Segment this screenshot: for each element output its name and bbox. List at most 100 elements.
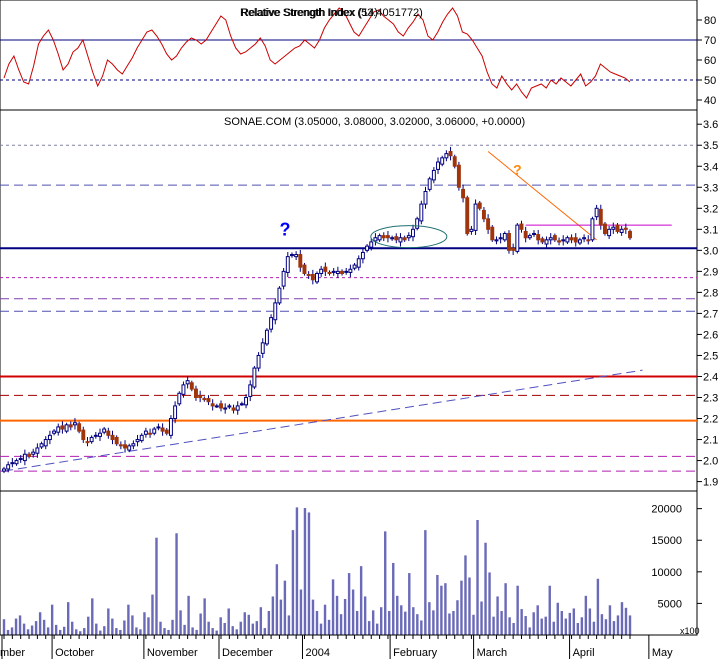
volume-bar	[359, 566, 363, 635]
candle-body	[27, 453, 32, 457]
volume-bar	[259, 607, 263, 635]
candle-body	[10, 462, 15, 465]
volume-bar	[243, 612, 246, 635]
candle-body	[456, 164, 461, 188]
candle-body	[273, 302, 278, 321]
candle-body	[498, 237, 503, 240]
candle-body	[619, 228, 624, 233]
x-axis-label: 2004	[305, 647, 329, 659]
volume-bar	[143, 612, 146, 635]
x-axis-label: March	[477, 647, 508, 659]
x-axis-label: February	[393, 647, 438, 659]
volume-bar	[10, 627, 14, 635]
price-panel	[0, 109, 698, 492]
consolidation-highlight	[370, 225, 448, 249]
volume-bar	[175, 533, 178, 635]
candle-body	[319, 268, 324, 274]
price-tick-label: 2.6	[703, 329, 718, 341]
volume-bar	[50, 604, 54, 635]
volume-bar	[388, 610, 391, 635]
volume-bar	[616, 615, 620, 635]
candle-body	[110, 434, 115, 441]
candle-body	[477, 202, 482, 209]
volume-bar	[520, 609, 523, 635]
volume-tick-label: 20000	[651, 504, 682, 516]
candle-body	[194, 388, 198, 399]
volume-bar	[62, 626, 66, 635]
volume-bar	[251, 623, 254, 635]
volume-tick-label: 5000	[658, 598, 682, 610]
candle-body	[52, 430, 57, 434]
candle-body	[294, 254, 299, 258]
volume-bar	[608, 605, 612, 635]
volume-bar	[223, 622, 226, 635]
volume-bar	[420, 620, 423, 635]
volume-bar	[600, 614, 604, 635]
volume-bar	[476, 520, 479, 635]
volume-bar	[215, 630, 218, 635]
candle-body	[628, 230, 632, 239]
volume-bar	[315, 610, 319, 635]
rsi-tick-label: 80	[704, 15, 716, 27]
volume-bar	[468, 577, 471, 635]
rsi-tick-label: 50	[704, 75, 716, 87]
candle-body	[423, 190, 428, 205]
volume-bar	[155, 537, 158, 635]
question-mark-annotation: ?	[513, 162, 522, 178]
candle-body	[598, 208, 603, 226]
x-axis-label: November	[147, 647, 198, 659]
candle-body	[156, 426, 161, 429]
candle-body	[411, 228, 415, 238]
volume-bar	[159, 621, 162, 635]
candle-body	[68, 424, 73, 428]
candle-body	[623, 227, 628, 230]
volume-bar	[235, 629, 238, 635]
volume-bar	[319, 623, 323, 635]
candle-body	[231, 407, 236, 411]
volume-bar	[195, 629, 198, 635]
price-tick-label: 2.4	[703, 371, 718, 383]
volume-bar	[199, 613, 202, 635]
candle-body	[177, 392, 182, 405]
volume-bar	[436, 574, 439, 635]
price-tick-label: 1.9	[703, 477, 718, 489]
candle-body	[557, 240, 562, 243]
volume-bar	[103, 626, 106, 635]
candle-body	[85, 441, 90, 444]
volume-bar	[544, 616, 547, 635]
candle-body	[98, 432, 102, 437]
candle-body	[173, 405, 178, 420]
x-axis-label: April	[573, 647, 595, 659]
candle-body	[440, 157, 445, 165]
candle-body	[315, 272, 319, 283]
volume-bar	[532, 612, 535, 635]
candle-body	[611, 226, 616, 230]
volume-bar	[412, 607, 415, 635]
volume-bar	[584, 595, 588, 635]
candle-body	[235, 405, 240, 411]
candle-body	[244, 397, 249, 406]
candle-body	[352, 264, 357, 269]
price-layer: ?? 1.9 2.0 2.1 2.2 2.3 2.4 2.5 2.6 2.7 2.8 2.9 3.0 3.…	[0, 119, 718, 489]
candle-body	[365, 245, 370, 251]
candle-body	[118, 444, 123, 447]
candle-body	[306, 274, 311, 277]
volume-bar	[227, 608, 230, 635]
price-tick-label: 2.3	[703, 393, 718, 405]
volume-bar	[536, 605, 539, 635]
candle-body	[185, 380, 190, 385]
candle-body	[252, 367, 257, 388]
candle-body	[507, 233, 511, 251]
rsi-line	[3, 7, 631, 99]
volume-bar	[396, 595, 399, 635]
x-axis-label: December	[222, 647, 273, 659]
volume-bar	[119, 629, 122, 635]
candle-body	[35, 447, 40, 454]
candle-body	[436, 161, 440, 170]
price-tick-label: 2.8	[703, 287, 718, 299]
volume-bar	[54, 624, 58, 635]
volume-bar	[183, 624, 186, 635]
candle-body	[227, 405, 232, 408]
volume-bar	[580, 617, 584, 635]
candle-body	[106, 430, 111, 436]
